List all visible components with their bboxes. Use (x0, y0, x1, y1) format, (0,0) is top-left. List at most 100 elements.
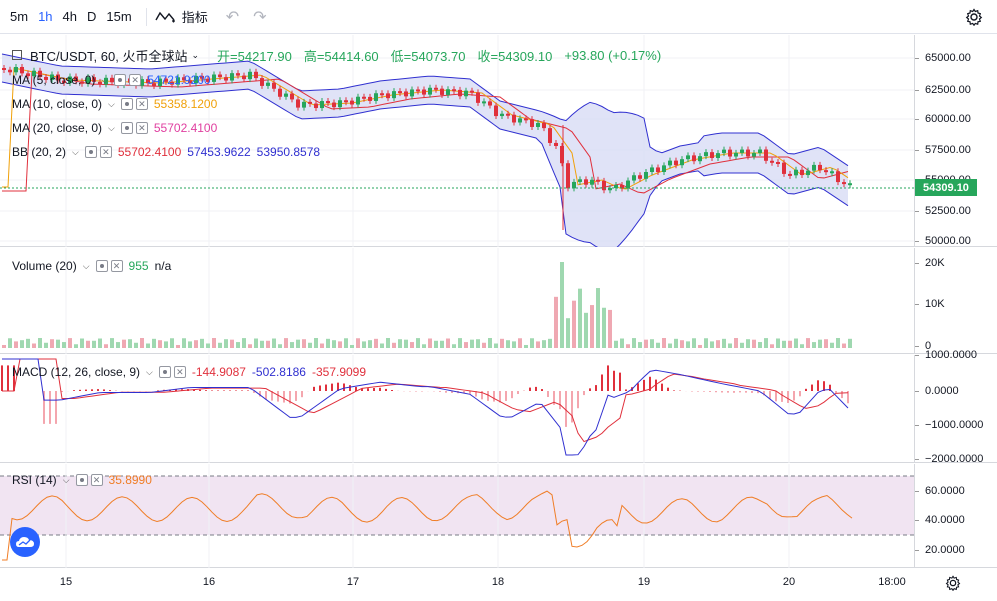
volume-bar (752, 339, 756, 348)
close-icon[interactable]: ✕ (173, 366, 186, 378)
time-label: 19 (637, 576, 651, 588)
volume-bar (224, 339, 228, 348)
rsi-axis[interactable]: 60.0000 40.0000 20.0000 (914, 464, 997, 568)
volume-bar (596, 288, 600, 348)
timeframe-d[interactable]: D (87, 9, 97, 24)
rsi-tick: 40.0000 (915, 514, 965, 526)
chevron-down-icon[interactable]: ⌵ (101, 74, 109, 85)
volume-bar (626, 344, 630, 348)
volume-bar (272, 338, 276, 348)
legend-bb[interactable]: BB (20, 2) ⌵ ✕ 55702.4100 57453.9622 5395… (12, 144, 320, 160)
volume-bar (722, 338, 726, 348)
collapse-icon[interactable] (12, 50, 22, 60)
eye-icon[interactable] (120, 122, 133, 134)
tradingview-cloud-icon[interactable] (10, 527, 40, 557)
volume-bar (542, 340, 546, 348)
volume-pane[interactable] (0, 248, 914, 354)
candle-body (650, 167, 654, 172)
candle-body (98, 81, 102, 85)
price-chart[interactable] (0, 35, 914, 247)
chevron-down-icon[interactable]: ⌵ (146, 366, 153, 377)
volume-bar (476, 339, 480, 348)
gear-icon[interactable] (965, 8, 983, 26)
macd-axis[interactable]: 1000.0000 0.0000 −1000.0000 −2000.0000 (914, 349, 997, 465)
candle-body (176, 77, 180, 85)
chevron-down-icon[interactable]: ⌵ (82, 260, 90, 271)
indicators-button[interactable]: 指标 (155, 7, 208, 26)
undo-icon[interactable]: ↶ (225, 8, 240, 26)
volume-bar (284, 338, 288, 348)
macd-chart[interactable] (0, 355, 914, 463)
time-axis[interactable]: 15 16 17 18 19 20 18:00 (0, 568, 997, 601)
rsi-chart[interactable] (0, 464, 914, 568)
chevron-down-icon[interactable]: ⌵ (62, 474, 70, 485)
ma20-name: MA (20, close, 0) (12, 121, 103, 135)
price-axis[interactable]: 65000.0062500.0060000.0057500.0055000.00… (914, 35, 997, 247)
candle-body (26, 73, 30, 77)
close-icon[interactable]: ✕ (129, 74, 142, 86)
eye-icon[interactable] (95, 260, 108, 272)
close-icon[interactable]: ✕ (90, 474, 103, 486)
volume-bar (584, 312, 588, 348)
macd-histogram-bar (319, 385, 321, 391)
legend-ma10[interactable]: MA (10, close, 0) ⌵ ✕ 55358.1200 (12, 96, 217, 112)
symbol-label[interactable]: BTC/USDT, 60, 火币全球站 (30, 48, 188, 64)
candle-body (38, 70, 42, 77)
legend-ma5[interactable]: MA (5, close, 0) ⌵ ✕ 54721.9200 (12, 72, 211, 88)
legend-volume[interactable]: Volume (20) ⌵ ✕ 955 n/a (12, 258, 171, 274)
candle-body (230, 73, 234, 81)
close-icon[interactable]: ✕ (135, 122, 148, 134)
macd-histogram-bar (661, 383, 663, 391)
close-icon[interactable]: ✕ (135, 98, 148, 110)
volume-bar (572, 300, 576, 348)
timeframe-15m[interactable]: 15m (106, 9, 132, 24)
price-pane[interactable] (0, 35, 914, 247)
chevron-down-icon[interactable]: ⌵ (72, 146, 79, 157)
timeframe-4h[interactable]: 4h (62, 9, 77, 24)
eye-icon[interactable] (120, 98, 133, 110)
settings-icon[interactable] (945, 575, 961, 591)
symbol-header: BTC/USDT, 60, 火币全球站 ⌄ 开=54217.90 高=54414… (12, 46, 661, 64)
timeframe-1h[interactable]: 1h (38, 9, 53, 24)
legend-macd[interactable]: MACD (12, 26, close, 9) ⌵ ✕ -144.9087 -50… (12, 364, 366, 380)
redo-icon[interactable]: ↷ (253, 8, 267, 26)
volume-bar (806, 338, 810, 348)
legend-rsi[interactable]: RSI (14) ⌵ ✕ 35.8990 (12, 472, 152, 488)
exchange-chevron-icon[interactable]: ⌄ (191, 49, 200, 60)
volume-bar (422, 344, 426, 348)
volume-bar (770, 344, 774, 348)
macd-pane[interactable] (0, 355, 914, 463)
candle-body (68, 76, 72, 84)
macd-histogram-bar (85, 389, 87, 391)
macd-histogram-bar (751, 391, 753, 393)
candle-body (560, 146, 564, 164)
volume-bar (470, 339, 474, 348)
eye-icon[interactable] (158, 366, 171, 378)
macd-name: MACD (12, 26, close, 9) (12, 365, 141, 379)
volume-chart[interactable] (0, 248, 914, 354)
candle-body (242, 75, 246, 80)
chevron-down-icon[interactable]: ⌵ (108, 122, 115, 133)
volume-axis[interactable]: 20K 10K 0 (914, 248, 997, 354)
macd-histogram-bar (415, 391, 417, 392)
eye-icon[interactable] (114, 74, 127, 86)
close-icon[interactable]: ✕ (110, 260, 123, 272)
volume-bar (620, 338, 624, 348)
candle-body (170, 81, 174, 85)
macd-tick: 1000.0000 (915, 349, 977, 361)
candle-body (596, 179, 600, 182)
rsi-pane[interactable] (0, 464, 914, 568)
legend-ma20[interactable]: MA (20, close, 0) ⌵ ✕ 55702.4100 (12, 120, 217, 136)
eye-icon[interactable] (84, 146, 97, 158)
eye-icon[interactable] (75, 474, 88, 486)
macd-histogram-bar (727, 391, 729, 393)
macd-histogram-bar (811, 384, 813, 391)
candle-body (422, 89, 426, 95)
close-icon[interactable]: ✕ (99, 146, 112, 158)
macd-histogram-bar (763, 391, 765, 396)
volume-bar (554, 296, 558, 348)
candle-body (824, 170, 828, 173)
chevron-down-icon[interactable]: ⌵ (108, 98, 115, 109)
timeframe-5m[interactable]: 5m (10, 9, 29, 24)
volume-bar (314, 338, 318, 348)
